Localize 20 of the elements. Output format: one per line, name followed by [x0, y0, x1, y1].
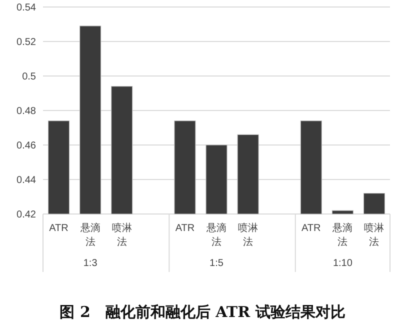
text: 图 2 融化前和融化后 ATR 试验结果对比	[60, 303, 346, 321]
y-tick-label: 0.5	[22, 72, 36, 82]
text: 1:10	[332, 258, 353, 269]
x-tick-label: 悬滴法	[206, 222, 226, 248]
x-tick-label: 喷淋法	[364, 222, 384, 248]
x-tick-label: ATR	[49, 223, 68, 234]
y-tick-label: 0.54	[16, 2, 36, 14]
text: 1:5	[210, 258, 224, 269]
x-tick-label: 悬滴法	[79, 222, 100, 248]
x-tick-label: ATR	[302, 223, 321, 234]
y-tick-label: 0.46	[16, 140, 36, 152]
y-tick-label: 0.48	[16, 106, 36, 117]
y-tick-label: 0.44	[16, 175, 36, 186]
x-tick-label: 悬滴法	[332, 222, 353, 248]
y-tick-label: 0.52	[16, 37, 36, 48]
text: 1:3	[83, 258, 98, 269]
y-tick-label: 0.42	[16, 210, 36, 220]
x-tick-label: 喷淋法	[112, 222, 132, 248]
x-tick-label: 喷淋法	[238, 222, 258, 248]
x-tick-label: ATR	[175, 223, 195, 234]
